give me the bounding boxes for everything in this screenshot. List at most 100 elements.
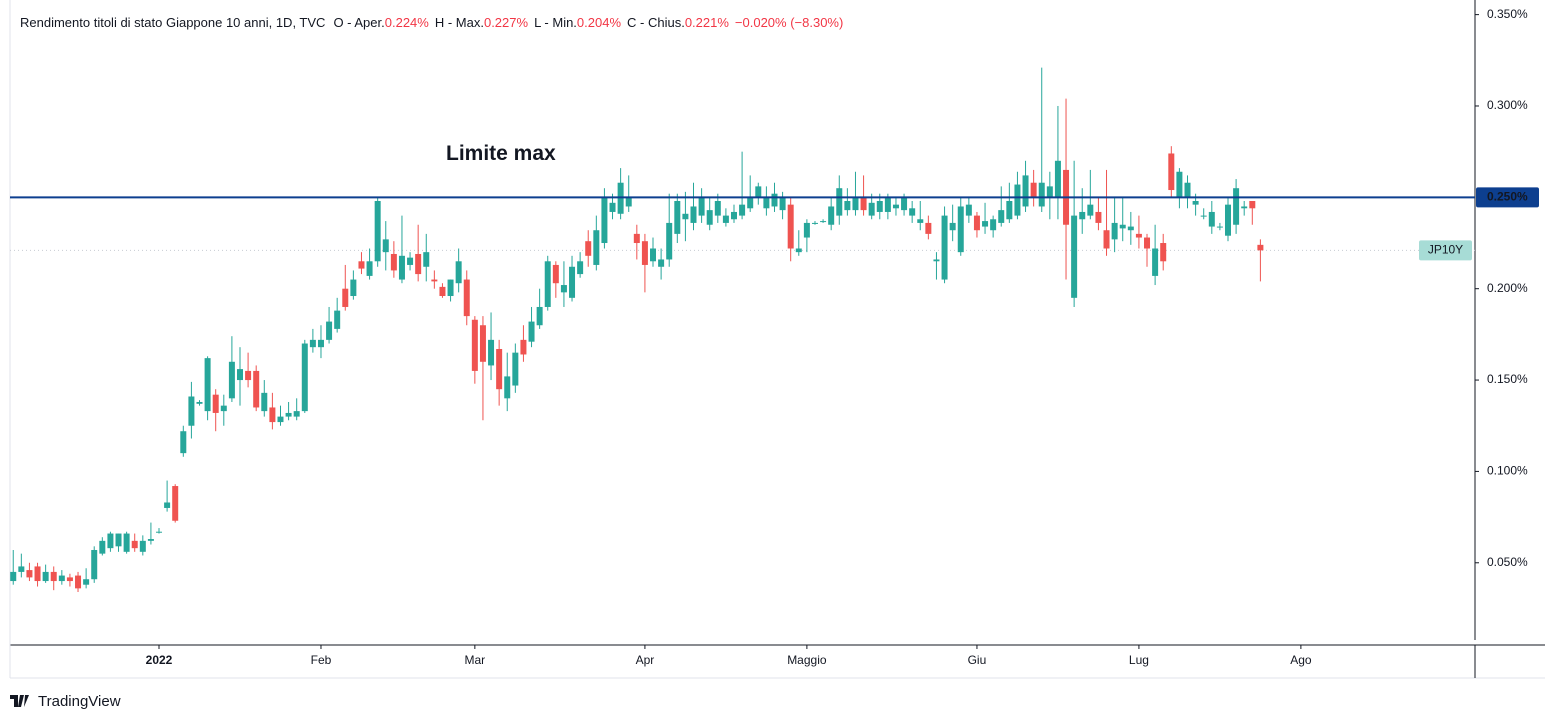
candle-body xyxy=(1111,222,1118,240)
candle-body xyxy=(139,540,146,552)
candle-body xyxy=(803,222,810,238)
candle-body xyxy=(439,286,446,297)
candle-body xyxy=(253,370,260,408)
candle-body xyxy=(455,261,462,284)
candle-body xyxy=(131,540,138,549)
candle-body xyxy=(868,202,875,216)
candle-body xyxy=(261,392,268,412)
candle-body xyxy=(828,206,835,225)
legend-key: C - Chius. xyxy=(627,15,685,30)
candle-body xyxy=(415,253,422,275)
candle-body xyxy=(245,370,252,381)
candle-body xyxy=(293,411,300,417)
candle-body xyxy=(196,401,203,404)
legend-text: Rendimento titoli di stato Giappone 10 a… xyxy=(20,15,843,30)
candle-body xyxy=(164,502,171,508)
candle-body xyxy=(471,319,478,371)
legend-value: 0.221% xyxy=(685,15,730,30)
y-tick-label: 0.350% xyxy=(1487,7,1528,21)
candle-body xyxy=(892,204,899,209)
candle-body xyxy=(949,222,956,231)
candle-body xyxy=(933,259,940,262)
candle-body xyxy=(876,200,883,212)
candle-body xyxy=(317,339,324,348)
candle-body xyxy=(285,412,292,417)
candle-body xyxy=(714,200,721,216)
limit-text: Limite max xyxy=(446,142,556,165)
candle-body xyxy=(528,321,535,342)
candle-body xyxy=(147,539,154,541)
candle-body xyxy=(301,343,308,412)
candle-body xyxy=(1168,153,1175,191)
candle-body xyxy=(496,348,503,390)
y-tick-label: 0.050% xyxy=(1487,555,1528,569)
x-tick-label: Lug xyxy=(1129,653,1149,667)
x-tick-label: Feb xyxy=(311,653,332,667)
candle-body xyxy=(569,266,576,298)
candle-body xyxy=(512,352,519,386)
candle-body xyxy=(463,279,470,317)
candle-body xyxy=(18,566,25,572)
candle-body xyxy=(1192,200,1199,205)
candle-body xyxy=(156,531,163,533)
candle-body xyxy=(787,204,794,249)
candle-body xyxy=(1144,237,1151,249)
legend-value: 0.224% xyxy=(385,15,430,30)
candle-body xyxy=(277,416,284,423)
candle-body xyxy=(1249,200,1256,209)
candle-body xyxy=(115,533,122,547)
candle-body xyxy=(382,239,389,253)
candle-body xyxy=(390,253,397,271)
candle-body xyxy=(609,202,616,212)
candle-body xyxy=(220,405,227,412)
candle-body xyxy=(42,571,49,582)
candle-body xyxy=(1046,186,1053,198)
legend-key: H - Max. xyxy=(435,15,484,30)
candle-body xyxy=(957,206,964,253)
candle-body xyxy=(358,261,365,269)
candle-body xyxy=(99,540,106,554)
candle-body xyxy=(901,197,908,211)
candle-body xyxy=(779,197,786,211)
candle-body xyxy=(1022,175,1029,207)
candle-body xyxy=(650,248,657,262)
candle-body xyxy=(407,257,414,265)
candle-body xyxy=(763,197,770,209)
candle-body xyxy=(374,200,381,262)
candle-body xyxy=(1160,243,1167,262)
candle-body xyxy=(965,204,972,216)
candle-body xyxy=(431,279,438,282)
candle-body xyxy=(488,339,495,366)
candle-body xyxy=(560,285,567,293)
candle-body xyxy=(666,222,673,260)
candle-body xyxy=(755,186,762,198)
candle-body xyxy=(34,566,41,582)
candle-body xyxy=(66,577,73,582)
legend: Rendimento titoli di stato Giappone 10 a… xyxy=(20,15,843,30)
candle-body xyxy=(1241,206,1248,209)
candle-body xyxy=(552,264,559,284)
candle-body xyxy=(91,549,98,580)
candle-body xyxy=(747,197,754,209)
candle-body xyxy=(180,431,187,454)
candle-body xyxy=(690,206,697,223)
candle-body xyxy=(706,210,713,225)
x-tick-label: Giu xyxy=(968,653,987,667)
candle-body xyxy=(917,219,924,223)
candle-body xyxy=(172,486,179,521)
candle-body xyxy=(123,533,130,552)
candle-body xyxy=(909,208,916,216)
candle-body xyxy=(1030,182,1037,198)
candle-body xyxy=(990,219,997,231)
candle-body xyxy=(998,210,1005,223)
x-tick-label: Ago xyxy=(1290,653,1312,667)
legend-title: Rendimento titoli di stato Giappone 10 a… xyxy=(20,15,325,30)
candle-body xyxy=(1208,211,1215,227)
x-tick-label: Mar xyxy=(465,653,486,667)
candle-body xyxy=(10,571,17,582)
legend-key: O - Aper. xyxy=(333,15,384,30)
candle-body xyxy=(366,261,373,276)
candle-body xyxy=(577,261,584,275)
